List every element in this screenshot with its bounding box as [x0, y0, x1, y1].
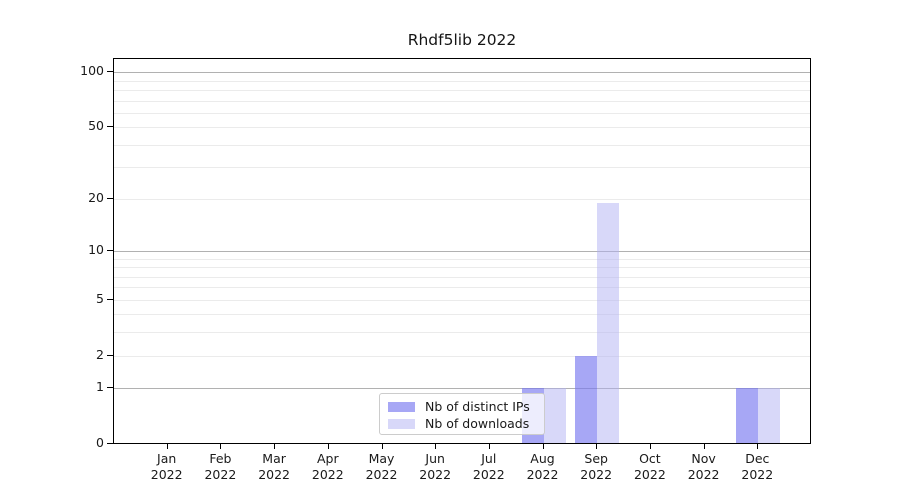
x-axis-year-label: 2022	[419, 466, 452, 482]
x-axis-year-label: 2022	[633, 466, 666, 482]
x-axis-month-label: Jun	[425, 451, 445, 466]
gridline-minor	[114, 127, 810, 129]
x-axis-month-label: Jul	[481, 451, 497, 466]
gridline-minor	[114, 80, 810, 82]
gridline-minor	[114, 355, 810, 357]
x-axis-tick-label: Feb 2022	[180, 451, 260, 482]
x-axis-month-label: Mar	[262, 451, 286, 466]
x-axis-tick-label: Oct 2022	[610, 451, 690, 482]
y-axis-tick-label: 20	[88, 189, 104, 205]
y-axis-tick-mark	[107, 126, 113, 128]
y-axis-tick-label: 2	[96, 346, 104, 362]
x-axis-month-label: Dec	[745, 451, 770, 466]
gridline-minor	[114, 276, 810, 278]
y-axis-tick-mark	[107, 71, 113, 73]
gridline-minor	[114, 112, 810, 114]
x-axis-year-label: 2022	[526, 466, 559, 482]
x-axis-tick-label: Nov 2022	[664, 451, 744, 482]
legend-entry: Nb of downloads	[388, 415, 536, 432]
gridline-major	[114, 250, 810, 252]
legend-entry: Nb of distinct IPs	[388, 398, 536, 415]
x-axis-tick-label: Jan 2022	[127, 451, 207, 482]
bar-downloads	[543, 388, 566, 443]
gridline-major	[114, 388, 810, 390]
y-axis-tick-mark	[107, 443, 113, 444]
legend-swatch-distinct-ips	[388, 401, 415, 412]
x-axis-year-label: 2022	[472, 466, 505, 482]
x-axis-tick-mark	[542, 444, 544, 449]
x-axis-tick-label: Apr 2022	[288, 451, 368, 482]
x-axis-month-label: Aug	[530, 451, 555, 466]
x-axis-year-label: 2022	[258, 466, 290, 482]
gridline-minor	[114, 198, 810, 200]
gridline-minor	[114, 90, 810, 91]
x-axis-tick-label: Jun 2022	[395, 451, 475, 482]
gridline-minor	[114, 267, 810, 268]
y-axis-tick-mark	[107, 298, 113, 300]
x-axis-tick-label: Mar 2022	[234, 451, 314, 482]
y-axis-tick-label: 10	[88, 241, 104, 257]
x-axis-tick-mark	[327, 444, 329, 449]
x-axis-tick-mark	[166, 444, 168, 449]
x-axis-month-label: Jan	[157, 451, 177, 466]
x-axis-month-label: Nov	[691, 451, 716, 466]
y-axis-tick-mark	[107, 354, 113, 356]
x-axis-tick-mark	[649, 444, 651, 449]
x-axis-month-label: May	[368, 451, 395, 466]
y-axis-tick-mark	[107, 197, 113, 199]
x-axis-tick-mark	[435, 444, 437, 449]
x-axis-tick-mark	[220, 444, 222, 449]
bar-distinct-ips	[575, 355, 598, 443]
gridline-minor	[114, 167, 810, 169]
x-axis-tick-mark	[596, 444, 598, 449]
x-axis-tick-mark	[274, 444, 276, 449]
legend-label: Nb of downloads	[425, 416, 530, 431]
legend-label: Nb of distinct IPs	[425, 399, 530, 414]
gridline-major	[114, 72, 810, 74]
y-axis-tick-label: 50	[88, 118, 104, 134]
x-axis-month-label: Feb	[209, 451, 232, 466]
gridline-minor	[114, 287, 810, 289]
x-axis-year-label: 2022	[311, 466, 344, 482]
x-axis-year-label: 2022	[687, 466, 720, 482]
y-axis-tick-label: 5	[96, 290, 104, 306]
legend: Nb of distinct IPs Nb of downloads	[379, 393, 545, 435]
x-axis-year-label: 2022	[365, 466, 398, 482]
bar-downloads	[597, 202, 620, 443]
bar-distinct-ips	[736, 388, 759, 443]
x-axis-month-label: Apr	[316, 451, 339, 466]
gridline-minor	[114, 314, 810, 316]
x-axis-tick-mark	[488, 444, 490, 449]
x-axis-year-label: 2022	[204, 466, 237, 482]
gridline-minor	[114, 332, 810, 334]
chart-title: Rhdf5lib 2022	[407, 31, 517, 49]
gridline-minor	[114, 144, 810, 146]
x-axis-tick-mark	[757, 444, 759, 449]
gridline-minor	[114, 100, 810, 102]
x-axis-tick-mark	[381, 444, 383, 449]
x-axis-tick-label: Dec 2022	[717, 451, 797, 482]
bar-downloads	[758, 388, 781, 443]
x-axis-month-label: Sep	[584, 451, 608, 466]
y-axis-tick-label: 0	[96, 435, 104, 450]
y-axis-tick-label: 100	[80, 63, 104, 79]
y-axis-tick-label: 1	[96, 379, 104, 395]
x-axis-tick-label: May 2022	[342, 451, 422, 482]
plot-area	[113, 58, 811, 444]
x-axis-tick-label: Aug 2022	[503, 451, 583, 482]
gridline-minor	[114, 258, 810, 260]
gridline-minor	[114, 299, 810, 301]
legend-swatch-downloads	[388, 418, 415, 429]
y-axis-tick-mark	[107, 387, 113, 389]
x-axis-year-label: 2022	[741, 466, 774, 482]
x-axis-year-label: 2022	[580, 466, 613, 482]
x-axis-tick-label: Sep 2022	[556, 451, 636, 482]
x-axis-tick-mark	[703, 444, 705, 449]
x-axis-year-label: 2022	[150, 466, 183, 482]
y-axis-tick-mark	[107, 249, 113, 251]
x-axis-month-label: Oct	[639, 451, 661, 466]
x-axis-tick-label: Jul 2022	[449, 451, 529, 482]
